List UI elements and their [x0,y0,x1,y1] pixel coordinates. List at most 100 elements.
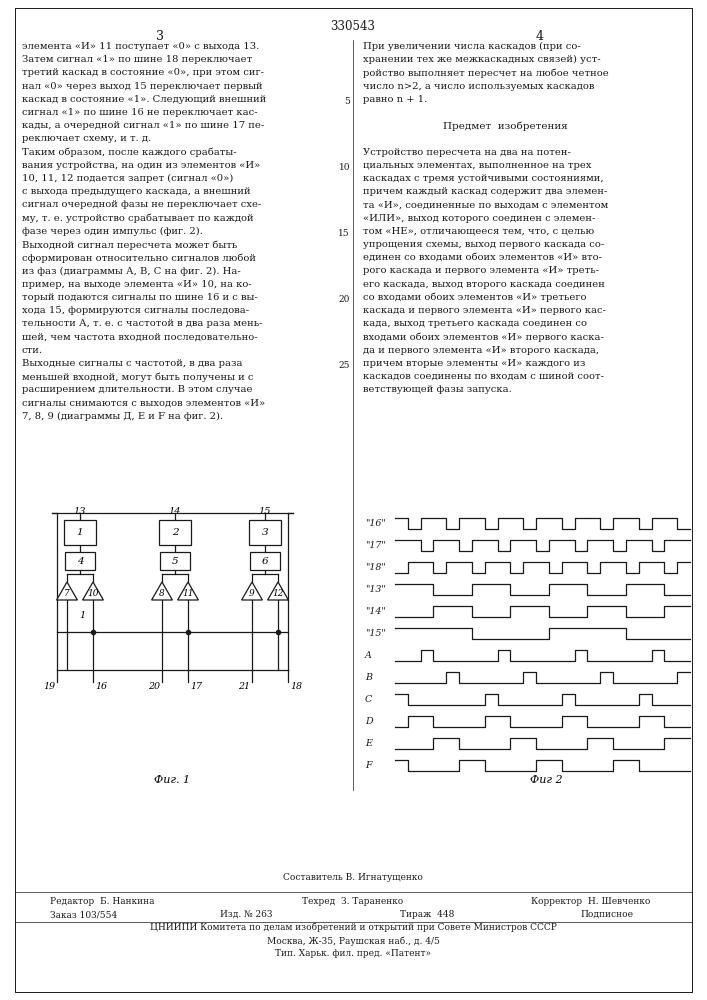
Text: Предмет  изобретения: Предмет изобретения [443,121,568,131]
Text: "13": "13" [365,584,386,593]
Text: Устройство пересчета на два на потен-: Устройство пересчета на два на потен- [363,148,571,157]
Text: сигналы снимаются с выходов элементов «И»: сигналы снимаются с выходов элементов «И… [22,398,265,407]
Text: равно n + 1.: равно n + 1. [363,95,427,104]
Text: сигнал «1» по шине 16 не переключает кас-: сигнал «1» по шине 16 не переключает кас… [22,108,257,117]
Text: из фаз (диаграммы А, В, С на фиг. 2). На-: из фаз (диаграммы А, В, С на фиг. 2). На… [22,266,241,276]
Text: "17": "17" [365,540,386,550]
Text: Выходные сигналы с частотой, в два раза: Выходные сигналы с частотой, в два раза [22,359,243,368]
Text: 9: 9 [249,589,255,598]
Text: причем вторые элементы «И» каждого из: причем вторые элементы «И» каждого из [363,359,585,368]
Text: хранении тех же межкаскадных связей) уст-: хранении тех же межкаскадных связей) уст… [363,55,601,64]
Text: третий каскад в состояние «0», при этом сиг-: третий каскад в состояние «0», при этом … [22,68,264,77]
Text: 14: 14 [169,507,181,516]
Text: C: C [365,694,373,704]
Text: Москва, Ж-35, Раушская наб., д. 4/5: Москва, Ж-35, Раушская наб., д. 4/5 [267,936,440,946]
Text: Подписное: Подписное [580,910,633,919]
Text: E: E [365,738,372,748]
Text: та «И», соединенные по выходам с элементом: та «И», соединенные по выходам с элемент… [363,200,608,209]
Text: единен со входами обоих элементов «И» вто-: единен со входами обоих элементов «И» вт… [363,253,602,262]
Text: 1: 1 [79,611,85,620]
Polygon shape [177,582,199,600]
Text: с выхода предыдущего каскада, а внешний: с выхода предыдущего каскада, а внешний [22,187,250,196]
Text: 5: 5 [344,97,350,106]
Text: Редактор  Б. Нанкина: Редактор Б. Нанкина [50,897,155,906]
Text: 8: 8 [159,589,165,598]
Text: хода 15, формируются сигналы последова-: хода 15, формируются сигналы последова- [22,306,249,315]
Text: упрощения схемы, выход первого каскада со-: упрощения схемы, выход первого каскада с… [363,240,604,249]
Text: 7, 8, 9 (диаграммы Д, Е и F на фиг. 2).: 7, 8, 9 (диаграммы Д, Е и F на фиг. 2). [22,412,223,421]
Text: Фиг 2: Фиг 2 [530,775,563,785]
Text: торый подаются сигналы по шине 16 и с вы-: торый подаются сигналы по шине 16 и с вы… [22,293,258,302]
Text: Заказ 103/554: Заказ 103/554 [50,910,117,919]
Bar [65,552,95,570]
Text: Затем сигнал «1» по шине 18 переключает: Затем сигнал «1» по шине 18 переключает [22,55,252,64]
Text: 20: 20 [339,295,350,304]
Text: фазе через один импульс (фиг. 2).: фазе через один импульс (фиг. 2). [22,227,203,236]
Text: рого каскада и первого элемента «И» треть-: рого каскада и первого элемента «И» трет… [363,266,599,275]
Text: кады, а очередной сигнал «1» по шине 17 пе-: кады, а очередной сигнал «1» по шине 17 … [22,121,264,130]
Text: ЦНИИПИ Комитета по делам изобретений и открытий при Совете Министров СССР: ЦНИИПИ Комитета по делам изобретений и о… [150,923,556,932]
Text: «ИЛИ», выход которого соединен с элемен-: «ИЛИ», выход которого соединен с элемен- [363,214,595,223]
Text: 21: 21 [238,682,250,691]
Text: A: A [365,650,372,660]
Text: 25: 25 [339,361,350,370]
Text: "14": "14" [365,606,386,615]
Text: его каскада, выход второго каскада соединен: его каскада, выход второго каскада соеди… [363,280,605,289]
Text: сти.: сти. [22,346,43,355]
Text: 17: 17 [190,682,202,691]
Text: Техред  З. Тараненко: Техред З. Тараненко [303,897,404,906]
Text: 19: 19 [43,682,55,691]
Text: тельности А, т. е. с частотой в два раза мень-: тельности А, т. е. с частотой в два раза… [22,319,262,328]
Text: "15": "15" [365,629,386,638]
Text: 6: 6 [262,556,269,566]
Text: том «НЕ», отличающееся тем, что, с целью: том «НЕ», отличающееся тем, что, с целью [363,227,595,236]
Text: пример, на выходе элемента «И» 10, на ко-: пример, на выходе элемента «И» 10, на ко… [22,280,252,289]
Text: Тираж  448: Тираж 448 [400,910,455,919]
Text: шей, чем частота входной последовательно-: шей, чем частота входной последовательно… [22,332,257,341]
Text: нал «0» через выход 15 переключает первый: нал «0» через выход 15 переключает первы… [22,82,262,91]
Text: расширением длительности. В этом случае: расширением длительности. В этом случае [22,385,252,394]
Text: Выходной сигнал пересчета может быть: Выходной сигнал пересчета может быть [22,240,238,249]
Text: причем каждый каскад содержит два элемен-: причем каждый каскад содержит два элемен… [363,187,607,196]
Text: 15: 15 [259,507,271,516]
Text: ветствующей фазы запуска.: ветствующей фазы запуска. [363,385,512,394]
Polygon shape [242,582,262,600]
Bar [250,552,280,570]
Polygon shape [57,582,77,600]
Polygon shape [83,582,103,600]
Text: циальных элементах, выполненное на трех: циальных элементах, выполненное на трех [363,161,592,170]
Polygon shape [268,582,288,600]
Text: каскада и первого элемента «И» первого кас-: каскада и первого элемента «И» первого к… [363,306,606,315]
Text: 330543: 330543 [330,20,375,33]
Text: Фиг. 1: Фиг. 1 [154,775,191,785]
Text: да и первого элемента «И» второго каскада,: да и первого элемента «И» второго каскад… [363,346,599,355]
Text: Тип. Харьк. фил. пред. «Патент»: Тип. Харьк. фил. пред. «Патент» [275,949,431,958]
Text: Корректор  Н. Шевченко: Корректор Н. Шевченко [531,897,650,906]
Text: 13: 13 [74,507,86,516]
Text: B: B [365,672,372,682]
Text: 2: 2 [172,528,178,537]
Text: 4: 4 [536,30,544,43]
Text: 3: 3 [262,528,269,537]
Text: 11: 11 [182,589,194,598]
Text: 4: 4 [76,556,83,566]
Text: 18: 18 [290,682,302,691]
Text: 10: 10 [339,163,350,172]
Text: сигнал очередной фазы не переключает схе-: сигнал очередной фазы не переключает схе… [22,200,262,209]
Text: Таким образом, после каждого срабаты-: Таким образом, после каждого срабаты- [22,148,237,157]
Text: число n>2, а число используемых каскадов: число n>2, а число используемых каскадов [363,82,595,91]
Text: 10, 11, 12 подается запрет (сигнал «0»): 10, 11, 12 подается запрет (сигнал «0») [22,174,233,183]
Text: каскадов соединены по входам с шиной соот-: каскадов соединены по входам с шиной соо… [363,372,604,381]
Polygon shape [151,582,173,600]
Text: 7: 7 [64,589,70,598]
Text: Изд. № 263: Изд. № 263 [220,910,272,919]
Text: 12: 12 [272,589,284,598]
Text: При увеличении числа каскадов (при со-: При увеличении числа каскадов (при со- [363,42,580,51]
Bar [159,520,191,545]
Text: ройство выполняет пересчет на любое четное: ройство выполняет пересчет на любое четн… [363,68,609,78]
Text: 20: 20 [148,682,160,691]
Text: 15: 15 [339,229,350,238]
Text: реключает схему, и т. д.: реключает схему, и т. д. [22,134,151,143]
Text: Составитель В. Игнатущенко: Составитель В. Игнатущенко [283,873,423,882]
Text: 10: 10 [87,589,99,598]
